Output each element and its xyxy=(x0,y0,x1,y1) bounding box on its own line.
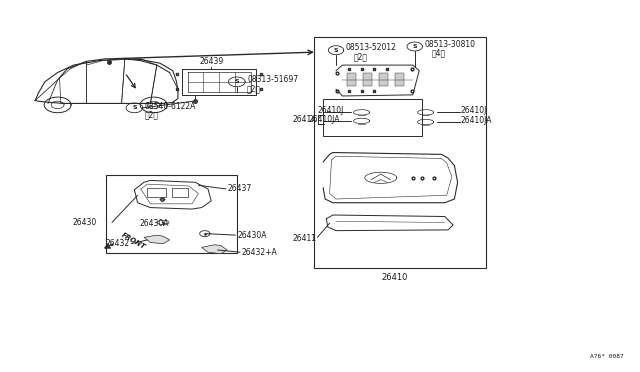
Bar xyxy=(172,188,188,197)
Text: 26410: 26410 xyxy=(381,273,408,282)
Text: 08513-52012: 08513-52012 xyxy=(346,44,396,52)
Text: 26411: 26411 xyxy=(292,234,316,243)
Text: 08540-6122A: 08540-6122A xyxy=(145,102,196,110)
Text: S: S xyxy=(333,48,339,53)
Text: 26432+A: 26432+A xyxy=(242,248,278,257)
Bar xyxy=(363,73,372,86)
Bar xyxy=(395,73,404,86)
Text: 26414: 26414 xyxy=(292,115,317,124)
Text: A76* 0087: A76* 0087 xyxy=(590,354,624,359)
Bar xyxy=(347,73,356,86)
Text: 26437: 26437 xyxy=(228,185,252,193)
Text: 08313-51697: 08313-51697 xyxy=(247,76,298,84)
Text: （2）: （2） xyxy=(353,52,367,61)
Bar xyxy=(323,99,422,136)
Text: 26410JA: 26410JA xyxy=(461,116,492,125)
Text: 26432: 26432 xyxy=(105,239,129,248)
Text: S: S xyxy=(132,105,137,110)
Text: FRONT: FRONT xyxy=(120,232,147,250)
Text: （2）: （2） xyxy=(247,84,261,93)
Bar xyxy=(314,37,486,268)
Text: 26430A: 26430A xyxy=(237,231,267,240)
Bar xyxy=(106,175,237,253)
Text: 26430: 26430 xyxy=(73,218,97,227)
Text: 08513-30810: 08513-30810 xyxy=(424,40,476,49)
Text: 26410JA: 26410JA xyxy=(309,115,340,124)
Text: S: S xyxy=(412,44,417,49)
Text: （2）: （2） xyxy=(145,110,159,119)
Text: 26439: 26439 xyxy=(199,57,223,66)
Text: 26430A: 26430A xyxy=(140,219,169,228)
Polygon shape xyxy=(202,245,227,254)
Text: （4）: （4） xyxy=(432,49,446,58)
Bar xyxy=(379,73,388,86)
Text: 26410J: 26410J xyxy=(318,106,344,115)
Bar xyxy=(147,188,166,197)
Text: 26410J: 26410J xyxy=(461,106,487,115)
Text: S: S xyxy=(234,79,239,84)
Polygon shape xyxy=(144,235,170,244)
